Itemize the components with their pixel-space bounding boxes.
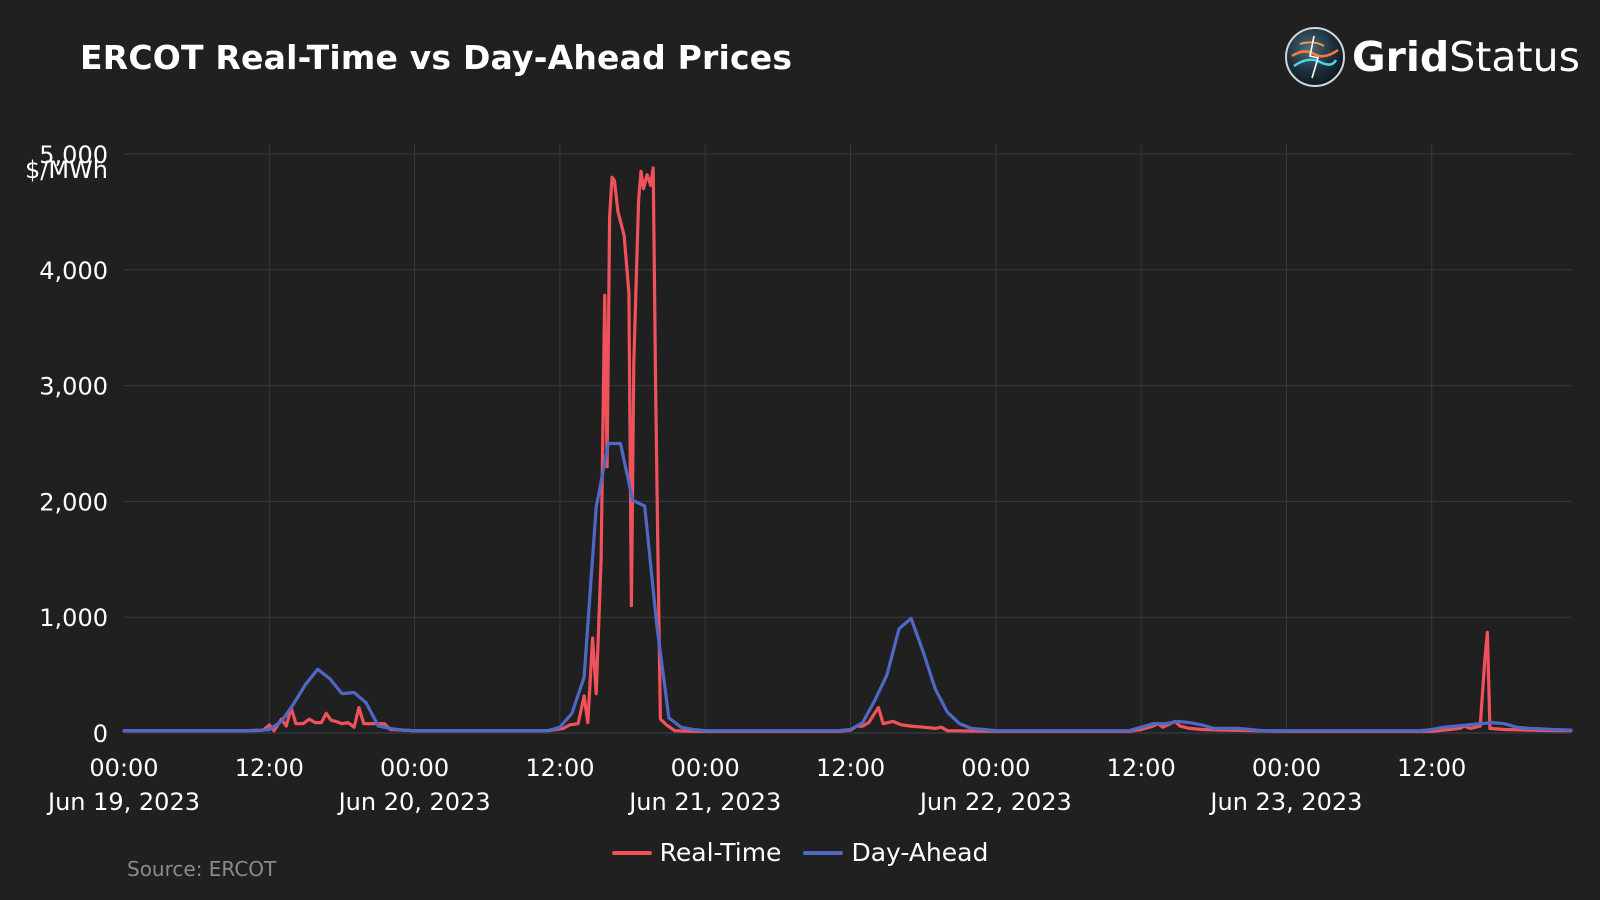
legend-label-realtime: Real-Time [659,838,782,867]
gridstatus-globe-icon [1285,27,1345,87]
x-tick-date-label: Jun 20, 2023 [337,788,491,816]
y-tick-label: 2,000 [39,488,108,516]
y-tick-label: 1,000 [39,604,108,632]
x-tick-label: 00:00 [671,754,740,782]
y-tick-label: 5,000 [39,141,108,169]
x-tick-label: 12:00 [1107,754,1176,782]
x-tick-label: 12:00 [816,754,885,782]
legend-item-dayahead[interactable]: Day-Ahead [803,838,988,867]
x-tick-label: 00:00 [1252,754,1321,782]
source-note: Source: ERCOT [127,857,277,881]
y-tick-label: 0 [93,720,108,748]
gridstatus-logo: GridStatus [1284,24,1580,90]
y-tick-label: 3,000 [39,373,108,401]
legend-swatch-dayahead [803,850,844,855]
logo-text-bold: Grid [1352,33,1450,81]
x-tick-label: 12:00 [525,754,594,782]
x-tick-label: 00:00 [89,754,158,782]
x-tick-label: 12:00 [235,754,304,782]
series-line-real-time [122,166,1573,733]
x-tick-label: 12:00 [1397,754,1466,782]
x-tick-label: 00:00 [380,754,449,782]
x-tick-date-label: Jun 19, 2023 [46,788,200,816]
chart-legend: Real-Time Day-Ahead [0,838,1600,867]
series-line-day-ahead [122,441,1573,733]
y-tick-label: 4,000 [39,257,108,285]
y-axis-label: $/MWh [25,156,108,184]
logo-text-light: Status [1449,33,1580,81]
chart-title: ERCOT Real-Time vs Day-Ahead Prices [80,38,793,77]
logo-wordmark: GridStatus [1352,33,1580,81]
price-line-chart: 0 1,000 2,000 3,000 4,000 5,000$/MWh 00:00 Jun … [25,141,1573,816]
x-tick-label: 00:00 [961,754,1030,782]
x-tick-date-label: Jun 23, 2023 [1208,788,1362,816]
legend-label-dayahead: Day-Ahead [851,838,989,867]
legend-swatch-realtime [611,850,652,855]
x-tick-date-label: Jun 21, 2023 [627,788,781,816]
legend-item-realtime[interactable]: Real-Time [611,838,782,867]
x-tick-date-label: Jun 22, 2023 [918,788,1072,816]
